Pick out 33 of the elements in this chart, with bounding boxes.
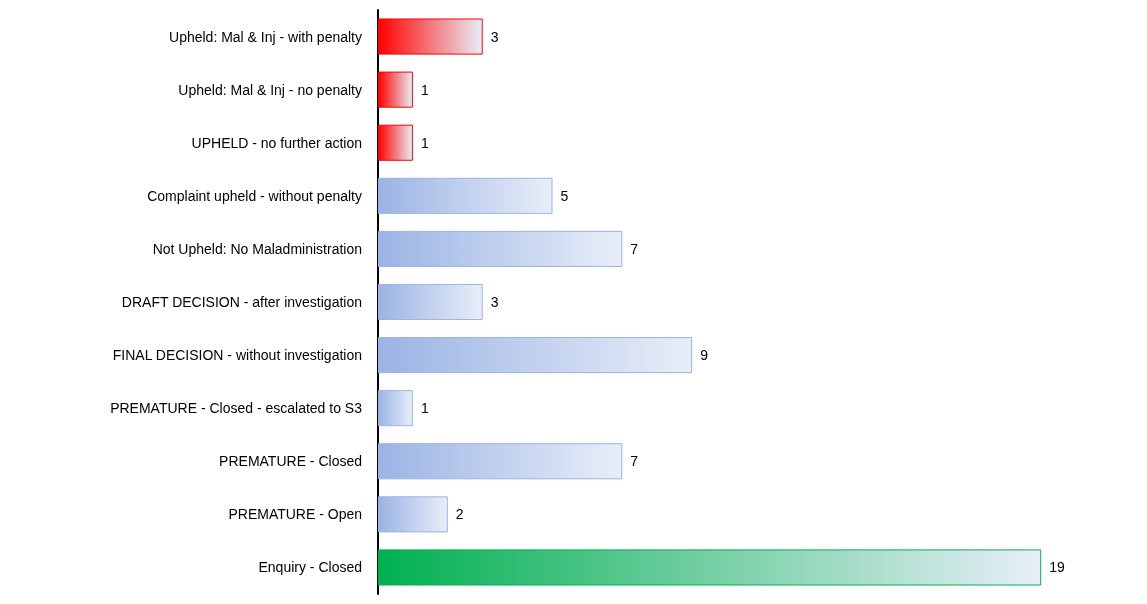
data-label: 9 bbox=[700, 347, 709, 364]
y-tick-label: PREMATURE - Open bbox=[228, 506, 362, 523]
bar bbox=[378, 443, 623, 480]
data-label: 5 bbox=[560, 187, 569, 204]
bar bbox=[378, 177, 553, 214]
data-label: 3 bbox=[490, 294, 499, 310]
y-tick-label: Complaint upheld - without penalty bbox=[147, 187, 362, 204]
y-tick-label: Upheld: Mal & Inj - with penalty bbox=[169, 28, 362, 45]
data-label: 3 bbox=[490, 28, 499, 45]
y-tick-label: DRAFT DECISION - after investigation bbox=[121, 294, 362, 310]
data-label: 1 bbox=[420, 134, 429, 151]
y-tick-label: Enquiry - Closed bbox=[258, 559, 362, 576]
bar bbox=[378, 390, 413, 427]
bar bbox=[378, 230, 623, 267]
bar bbox=[378, 337, 693, 374]
data-label: 19 bbox=[1049, 559, 1065, 576]
data-label: 1 bbox=[420, 81, 429, 98]
bar bbox=[378, 124, 413, 161]
y-tick-label: FINAL DECISION - without investigation bbox=[112, 347, 362, 364]
data-label: 2 bbox=[455, 506, 464, 523]
bar bbox=[378, 496, 448, 533]
bar bbox=[378, 71, 413, 108]
bar bbox=[378, 18, 483, 55]
bar bbox=[378, 549, 1042, 586]
y-tick-label: PREMATURE - Closed - escalated to S3 bbox=[110, 400, 363, 417]
bar bbox=[378, 283, 483, 321]
data-label: 7 bbox=[630, 453, 639, 470]
data-label: 1 bbox=[420, 400, 429, 417]
y-tick-label: Upheld: Mal & Inj - no penalty bbox=[178, 81, 362, 98]
y-tick-label: UPHELD - no further action bbox=[191, 134, 362, 151]
y-tick-label: PREMATURE - Closed bbox=[219, 453, 362, 470]
y-tick-label: Not Upheld: No Maladministration bbox=[152, 240, 362, 257]
data-label: 7 bbox=[630, 240, 639, 257]
